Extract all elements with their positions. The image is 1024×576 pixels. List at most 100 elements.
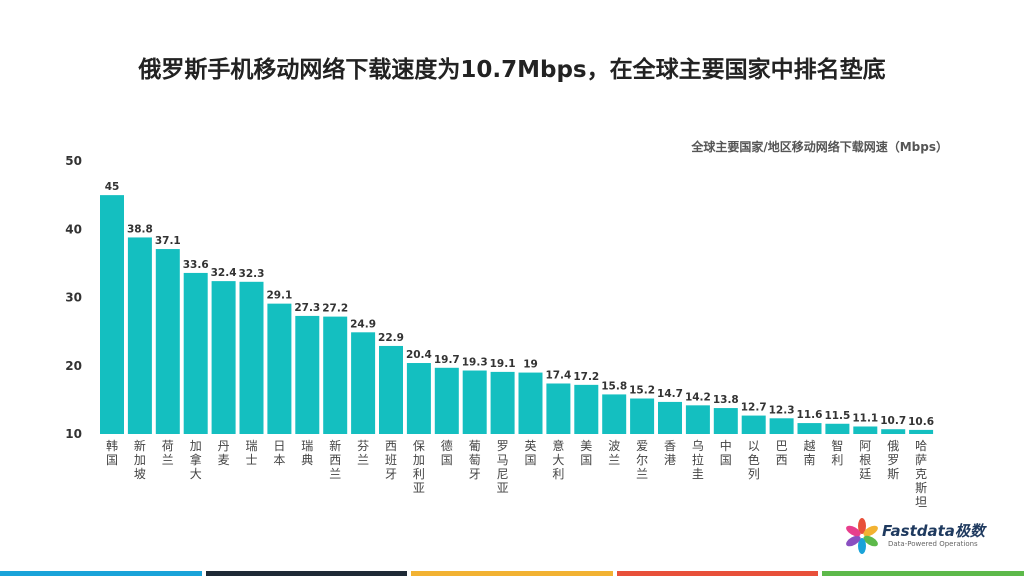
data-label: 38.8: [127, 223, 153, 235]
data-label: 13.8: [713, 394, 739, 406]
bar: [741, 415, 766, 434]
y-tick-label: 30: [65, 291, 82, 305]
category-label: 智利: [831, 438, 843, 467]
data-label: 19: [523, 359, 538, 371]
logo-tagline: Data-Powered Operations: [888, 540, 978, 548]
flower-logo-icon: [846, 518, 878, 554]
y-tick-label: 10: [65, 427, 82, 441]
data-label: 37.1: [155, 235, 181, 247]
bar: [658, 401, 682, 434]
bar: [127, 237, 152, 434]
data-label: 15.2: [629, 385, 655, 397]
bar: [295, 315, 320, 434]
category-label: 俄罗斯: [887, 439, 899, 481]
data-label: 11.5: [824, 410, 850, 422]
data-label: 20.4: [406, 349, 432, 361]
category-label: 波兰: [608, 439, 620, 467]
data-label: 12.3: [769, 404, 795, 416]
data-label: 19.1: [490, 358, 516, 370]
bar: [490, 371, 515, 434]
footer-stripe: [822, 571, 1024, 576]
category-label: 葡萄牙: [469, 439, 481, 481]
footer-stripe: [411, 571, 613, 576]
category-label: 中国: [720, 438, 732, 467]
category-label: 罗马尼亚: [497, 439, 509, 495]
bar: [211, 281, 236, 434]
bar: [602, 394, 627, 434]
data-label: 17.4: [545, 369, 571, 381]
data-label: 11.6: [797, 409, 823, 421]
data-label: 32.3: [239, 268, 265, 280]
category-label: 新西兰: [329, 438, 341, 481]
data-label: 33.6: [183, 259, 209, 271]
data-label: 24.9: [350, 318, 376, 330]
data-label: 27.2: [322, 303, 348, 315]
y-tick-label: 50: [65, 154, 82, 168]
category-label: 哈萨克斯坦: [915, 439, 927, 509]
bar: [881, 429, 906, 434]
bar: [769, 418, 794, 434]
bar: [713, 408, 738, 434]
category-label: 瑞典: [301, 439, 313, 467]
footer-stripe: [616, 571, 819, 576]
category-label: 保加利亚: [413, 439, 425, 495]
bar: [351, 332, 376, 434]
bar: [239, 281, 264, 434]
data-label: 27.3: [294, 302, 320, 314]
data-label: 45: [105, 181, 120, 193]
category-label: 韩国: [106, 438, 118, 467]
y-tick-label: 40: [65, 222, 82, 236]
category-label: 英国: [524, 439, 536, 467]
data-label: 17.2: [573, 371, 599, 383]
fastdata-logo: Fastdata极数 Data-Powered Operations: [844, 516, 994, 556]
category-label: 爱尔兰: [636, 439, 648, 481]
footer-color-stripes: [0, 571, 1024, 576]
bar: [546, 383, 571, 434]
data-label: 14.2: [685, 391, 711, 403]
category-label: 荷兰: [162, 439, 174, 467]
bar: [518, 372, 543, 434]
bar-chart: 10 20 30 40 50 45 韩国 38.8 新加坡 37.1 荷兰 33.6 加拿大 32.4 丹麦…: [65, 154, 934, 509]
bar: [797, 423, 822, 434]
bar: [462, 370, 487, 434]
logo-text: Fastdata极数: [882, 522, 985, 540]
category-label: 越南: [803, 439, 815, 467]
category-label: 德国: [441, 438, 453, 467]
category-label: 日本: [273, 439, 285, 467]
category-label: 阿根廷: [859, 439, 871, 481]
data-label: 19.7: [434, 354, 460, 366]
bar: [323, 316, 348, 434]
page-title: 俄罗斯手机移动网络下载速度为10.7Mbps，在全球主要国家中排名垫底: [138, 57, 886, 83]
bar: [909, 429, 934, 434]
chart-subtitle: 全球主要国家/地区移动网络下载网速（Mbps）: [691, 140, 948, 154]
bar: [379, 345, 403, 434]
bar: [155, 249, 180, 434]
footer-stripe: [0, 571, 202, 576]
bar: [406, 363, 431, 434]
data-label: 12.7: [741, 402, 767, 414]
bar: [630, 398, 655, 434]
category-label: 乌拉圭: [692, 438, 704, 481]
category-label: 西班牙: [385, 439, 397, 481]
data-label: 11.1: [852, 412, 878, 424]
bar: [267, 303, 292, 434]
category-label: 芬兰: [357, 439, 369, 467]
bar: [853, 426, 878, 434]
category-label: 丹麦: [218, 439, 230, 467]
bar: [100, 195, 124, 434]
bar: [434, 367, 459, 434]
category-label: 巴西: [776, 439, 788, 467]
data-label: 29.1: [266, 290, 292, 302]
data-label: 19.3: [462, 357, 488, 369]
bar: [574, 384, 599, 434]
bar: [685, 405, 710, 434]
category-label: 瑞士: [245, 439, 257, 467]
bar: [183, 272, 208, 434]
footer-stripe: [205, 571, 408, 576]
y-tick-label: 20: [65, 359, 82, 373]
category-label: 意大利: [552, 438, 564, 481]
data-label: 32.4: [211, 267, 237, 279]
category-label: 新加坡: [134, 438, 146, 481]
data-label: 10.6: [908, 416, 934, 428]
bar: [825, 423, 850, 434]
